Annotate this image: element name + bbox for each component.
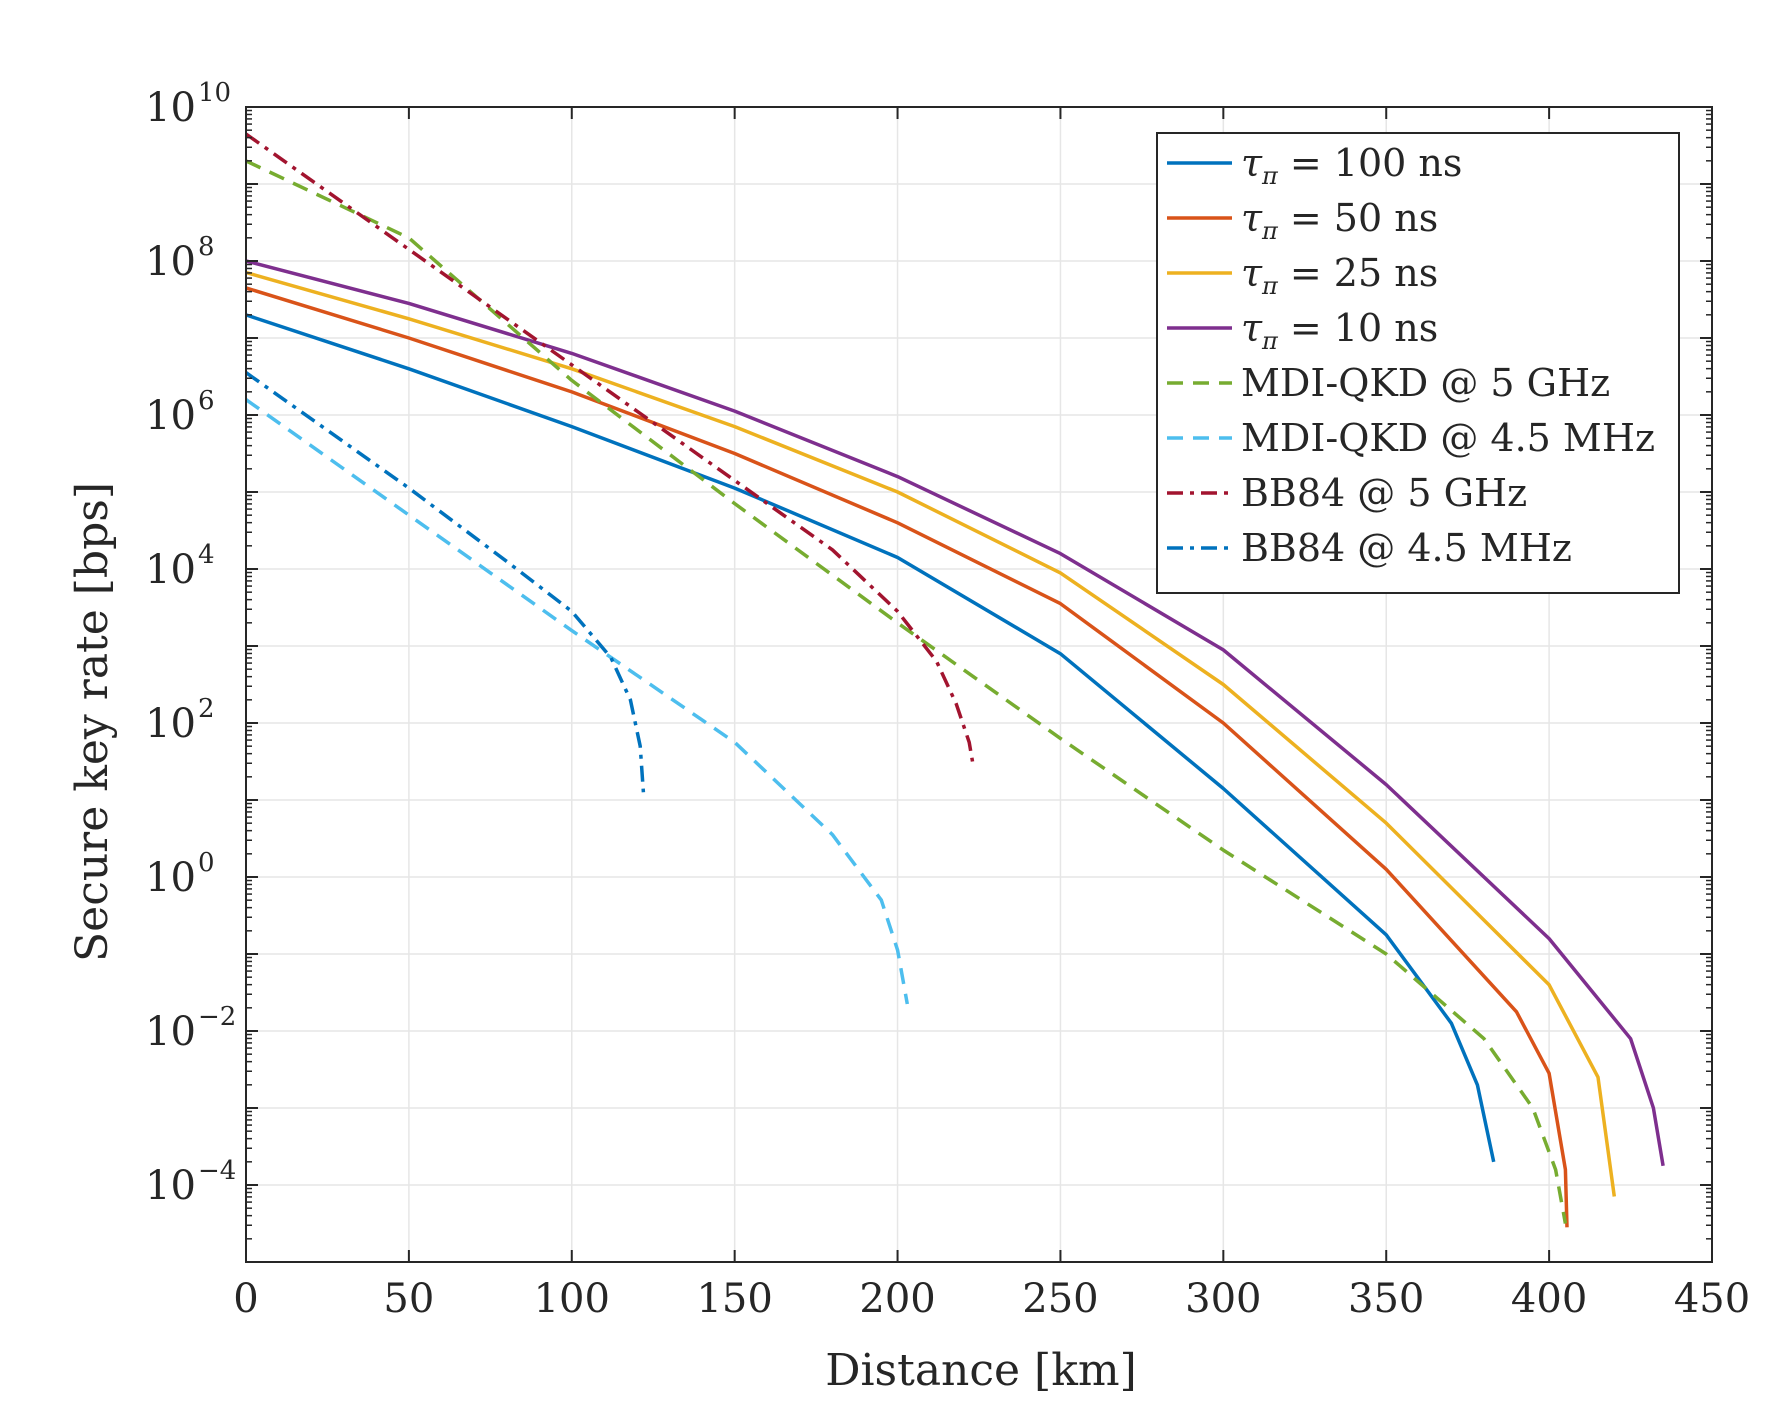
series-line-5 [245,159,1568,1224]
y-tick-label: 10 4 [145,540,214,593]
legend-items: τπ = 100 ns τπ = 50 ns τπ = 25 ns τπ = 10 n… [1167,141,1655,570]
x-tick-labels: 0 50 100 150 200 250 300 350 400 450 [233,1276,1750,1322]
x-tick-label: 0 [233,1276,258,1322]
y-tick-label: 10 10 [145,78,231,131]
legend-label: BB84 @ 5 GHz [1241,471,1527,515]
legend-item: MDI-QKD @ 4.5 MHz [1167,416,1655,460]
ticks [245,106,1713,1263]
series-line-2 [245,286,1569,1228]
legend-label: MDI-QKD @ 5 GHz [1241,361,1610,405]
y-tick-exponent: −4 [198,1156,236,1186]
x-tick-label: 450 [1674,1276,1750,1322]
y-tick-label: 10 6 [145,386,214,439]
series-line-3 [245,270,1617,1197]
y-tick-label: 10 2 [145,694,214,747]
legend-item: BB84 @ 4.5 MHz [1167,526,1572,570]
x-axis-title: Distance [km] [825,1345,1137,1396]
y-tick-exponent: 4 [198,540,215,570]
x-tick-label: 400 [1511,1276,1587,1322]
y-tick-base: 10 [145,701,196,747]
y-tick-exponent: 10 [198,78,231,108]
legend-label: τπ = 25 ns [1241,251,1438,300]
legend-box [1156,132,1680,594]
x-tick-label: 300 [1185,1276,1261,1322]
legend-label: τπ = 100 ns [1241,141,1462,190]
y-tick-exponent: 0 [198,848,215,878]
y-tick-label: 10 −4 [145,1156,236,1209]
y-tick-base: 10 [145,855,196,901]
series-line-8 [244,371,646,793]
y-tick-base: 10 [145,239,196,285]
legend-label: τπ = 10 ns [1241,306,1438,355]
y-tick-exponent: 6 [198,386,215,416]
series-line-6 [244,398,910,1005]
plot-frame [245,106,1713,1263]
legend-label: τπ = 50 ns [1241,196,1438,245]
x-tick-label: 350 [1348,1276,1424,1322]
y-tick-label: 10 8 [145,232,214,285]
y-tick-exponent: −2 [198,1002,236,1032]
y-tick-label: 10 0 [145,848,214,901]
series-layer [244,132,1665,1228]
legend-item: τπ = 50 ns [1167,196,1438,245]
legend-item: τπ = 10 ns [1167,306,1438,355]
legend-item: τπ = 25 ns [1167,251,1438,300]
legend-label: BB84 @ 4.5 MHz [1241,526,1572,570]
legend-item: MDI-QKD @ 5 GHz [1167,361,1610,405]
y-tick-base: 10 [145,393,196,439]
y-tick-base: 10 [145,1009,196,1055]
y-tick-exponent: 8 [198,232,215,262]
series-line-1 [245,313,1496,1163]
series-line-7 [244,132,975,762]
y-axis-title: Secure key rate [bps] [67,482,118,962]
y-tick-base: 10 [145,85,196,131]
y-tick-base: 10 [145,1163,196,1209]
legend-item: τπ = 100 ns [1167,141,1462,190]
legend: τπ = 100 ns τπ = 50 ns τπ = 25 ns τπ = 10 n… [1156,132,1680,594]
x-tick-label: 50 [383,1276,434,1322]
x-tick-label: 150 [696,1276,772,1322]
x-tick-label: 100 [534,1276,610,1322]
x-tick-label: 200 [859,1276,935,1322]
y-tick-label: 10 −2 [145,1002,236,1055]
legend-label: MDI-QKD @ 4.5 MHz [1241,416,1655,460]
legend-item: BB84 @ 5 GHz [1167,471,1527,515]
x-tick-label: 250 [1022,1276,1098,1322]
y-tick-base: 10 [145,547,196,593]
y-tick-exponent: 2 [198,694,215,724]
